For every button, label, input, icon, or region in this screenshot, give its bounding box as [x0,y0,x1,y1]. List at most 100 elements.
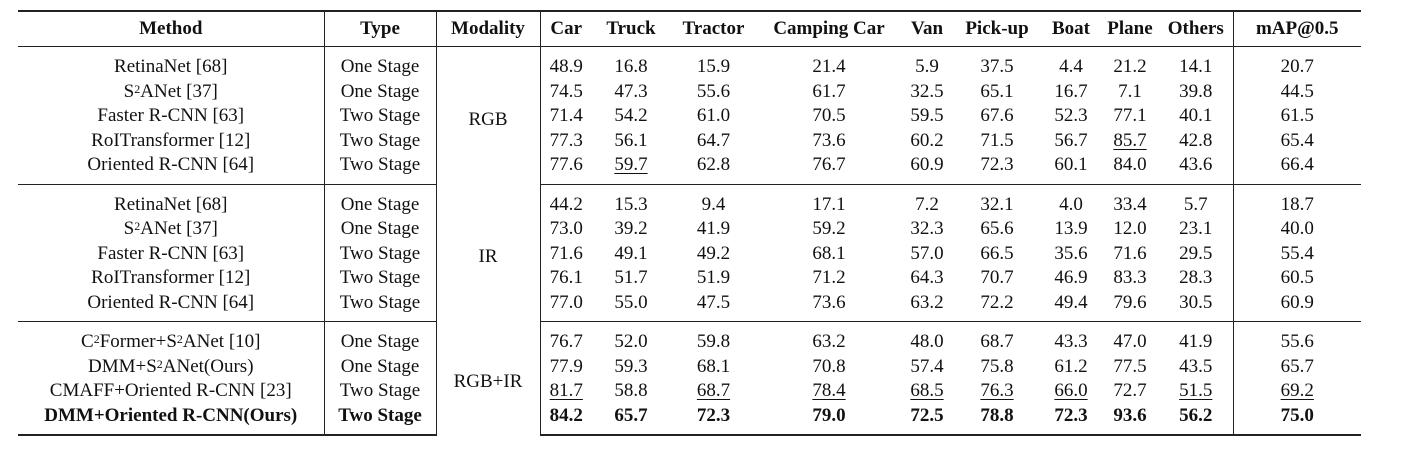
value-cell: 30.5 [1159,290,1234,322]
map-cell: 66.4 [1233,153,1361,185]
header-method: Method [18,11,325,47]
header-boat: Boat [1052,18,1090,39]
value-cell: 55.0 [592,290,670,322]
value-cell: 42.8 [1159,128,1234,153]
value-cell: 76.3 [980,380,1014,402]
method-cell: DMM+Oriented R-CNN(Ours) [18,403,325,436]
value-cell: 51.7 [614,267,648,289]
value-cell: 49.1 [614,242,648,264]
value-cell: 37.5 [980,56,1014,78]
value-cell: 28.3 [1159,266,1234,291]
header-type: Type [324,11,437,47]
value-cell: 48.0 [910,331,944,353]
value-cell: 79.6 [1101,290,1159,322]
type-cell: Two Stage [324,379,437,404]
header-truck: Truck [606,18,656,39]
value-cell: 15.3 [614,193,648,215]
method-cell: RoITransformer [12] [18,266,325,291]
value-cell: 76.7 [539,321,592,355]
value-cell: 5.7 [1159,184,1234,217]
value-cell: 70.8 [812,355,846,377]
map-cell: 60.9 [1233,290,1361,322]
value-cell: 93.6 [1101,403,1159,436]
value-cell: 57.0 [910,242,944,264]
value-cell: 52.3 [1054,105,1088,127]
header-camping-car: Camping Car [773,18,885,39]
value-cell: 70.5 [812,105,846,127]
value-cell: 59.5 [910,105,944,127]
value-cell: 64.7 [696,129,731,151]
type-cell: One Stage [324,321,437,355]
value-cell: 35.6 [1054,242,1088,264]
method-cell: C2Former+S2ANet [10] [18,321,325,355]
value-cell: 5.9 [915,56,939,78]
value-cell: 77.0 [539,290,592,322]
table-row: DMM+S2ANet(Ours) One Stage 77.9 59.3 68.1 70.… [18,354,1361,379]
value-cell: 49.2 [696,242,731,264]
type-cell: One Stage [324,184,437,217]
header-pick-up: Pick-up [965,18,1029,39]
value-cell: 43.6 [1159,153,1234,185]
type-cell: Two Stage [324,128,437,153]
value-cell: 41.9 [1159,321,1234,355]
map-cell: 69.2 [1280,380,1314,402]
value-cell: 17.1 [812,193,846,215]
value-cell: 57.4 [910,355,944,377]
type-cell: Two Stage [324,403,437,436]
value-cell: 76.7 [757,153,901,185]
value-cell: 78.8 [953,403,1041,436]
value-cell: 15.9 [696,56,731,78]
table-row: CMAFF+Oriented R-CNN [23] Two Stage 81.7 58… [18,379,1361,404]
value-cell: 7.1 [1118,80,1142,102]
value-cell: 43.3 [1054,331,1088,353]
value-cell: 4.0 [1059,193,1083,215]
value-cell: 4.4 [1059,56,1083,78]
value-cell: 21.2 [1113,56,1147,78]
value-cell: 72.3 [1041,403,1101,436]
value-cell: 76.1 [539,266,592,291]
value-cell: 55.6 [696,80,731,102]
value-cell: 65.1 [980,80,1014,102]
value-cell: 77.5 [1113,355,1147,377]
table-row: RetinaNet [68] One Stage RGB 48.9 16.8 15.9 21… [18,46,1361,184]
type-cell: Two Stage [324,241,437,266]
map-cell: 40.0 [1280,218,1314,240]
value-cell: 72.7 [1113,380,1147,402]
group-rgb: RetinaNet [68] One Stage RGB 48.9 16.8 15.9 21… [18,46,1361,185]
value-cell: 65.6 [980,218,1014,240]
method-cell: Oriented R-CNN [64] [18,290,325,322]
group-rgb-ir: C2Former+S2ANet [10] One Stage RGB+IR 76.7 5… [18,321,1361,436]
value-cell: 61.0 [696,105,731,127]
value-cell: 23.1 [1159,217,1234,242]
value-cell: 48.9 [539,46,592,80]
value-cell: 74.5 [539,79,592,104]
value-cell: 68.7 [980,331,1014,353]
value-cell: 70.7 [980,267,1014,289]
value-cell: 59.2 [812,218,846,240]
map-cell: 60.5 [1280,267,1314,289]
value-cell: 77.9 [539,354,592,379]
value-cell: 60.1 [1041,153,1101,185]
value-cell: 21.4 [812,56,846,78]
value-cell: 51.9 [696,267,731,289]
header-van: Van [910,18,944,39]
value-cell: 84.2 [539,403,592,436]
table-row: C2Former+S2ANet [10] One Stage RGB+IR 76.7 5… [18,321,1361,435]
map-cell: 61.5 [1280,105,1314,127]
type-cell: Two Stage [324,153,437,185]
value-cell: 75.8 [980,355,1014,377]
value-cell: 68.1 [812,242,846,264]
map-cell: 75.0 [1233,403,1361,436]
value-cell: 67.6 [980,105,1014,127]
map-cell: 55.6 [1280,331,1314,353]
map-cell: 65.7 [1280,355,1314,377]
table-row: RoITransformer [12] Two Stage 77.3 56.1 64.7… [18,128,1361,153]
modality-cell: RGB+IR [436,321,541,435]
table-row: DMM+Oriented R-CNN(Ours) Two Stage 84.2 65.… [18,403,1361,436]
value-cell: 73.0 [539,217,592,242]
value-cell: 47.0 [1113,331,1147,353]
value-cell: 84.0 [1101,153,1159,185]
value-cell: 61.2 [1054,355,1088,377]
value-cell: 73.6 [757,290,901,322]
method-cell: Faster R-CNN [63] [18,241,325,266]
